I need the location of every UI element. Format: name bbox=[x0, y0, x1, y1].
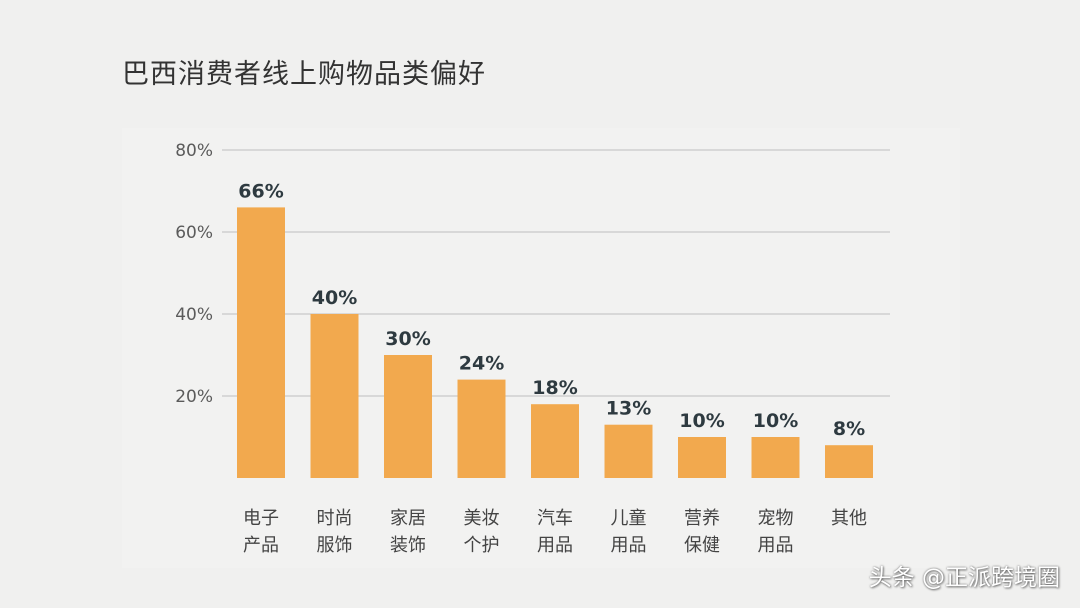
x-tick-label: 家居 bbox=[390, 508, 426, 529]
bar bbox=[604, 424, 653, 478]
x-tick-label: 用品 bbox=[758, 535, 794, 556]
value-label: 10% bbox=[679, 410, 724, 432]
x-tick-label: 用品 bbox=[611, 535, 647, 556]
x-tick-label: 美妆 bbox=[464, 508, 500, 529]
chart-title: 巴西消费者线上购物品类偏好 bbox=[122, 59, 486, 90]
x-tick-label: 用品 bbox=[537, 535, 573, 556]
x-tick-label: 保健 bbox=[684, 535, 720, 556]
x-tick-label: 产品 bbox=[243, 535, 279, 556]
x-tick-label: 宠物 bbox=[758, 508, 794, 529]
value-label: 24% bbox=[459, 353, 504, 375]
value-label: 66% bbox=[238, 180, 283, 202]
bar bbox=[237, 207, 285, 478]
value-label: 30% bbox=[385, 328, 430, 350]
value-label: 18% bbox=[532, 377, 577, 399]
x-tick-label: 个护 bbox=[464, 535, 500, 556]
x-tick-label: 营养 bbox=[684, 508, 720, 529]
bar bbox=[678, 437, 726, 478]
watermark: 头条 @正派跨境圈 bbox=[868, 565, 1060, 591]
bar bbox=[531, 404, 579, 478]
y-tick-label: 40% bbox=[175, 305, 213, 325]
bar bbox=[457, 379, 506, 478]
y-tick-label: 80% bbox=[175, 141, 213, 161]
chart-panel: 20% 40% 60% 80% 66% 电子产品 40% 时尚服饰 30% 家居装饰 24% 美妆个护… bbox=[122, 128, 960, 568]
y-tick-label: 20% bbox=[175, 387, 213, 407]
x-tick-label: 服饰 bbox=[317, 535, 353, 556]
bar bbox=[310, 314, 359, 478]
value-label: 10% bbox=[753, 410, 798, 432]
value-label: 40% bbox=[312, 287, 357, 309]
y-tick-label: 60% bbox=[175, 223, 213, 243]
x-tick-label: 装饰 bbox=[390, 535, 426, 556]
value-label: 13% bbox=[606, 398, 651, 420]
x-tick-label: 电子 bbox=[243, 508, 279, 529]
x-tick-label: 汽车 bbox=[537, 508, 573, 529]
bar bbox=[825, 445, 873, 478]
x-tick-label: 时尚 bbox=[317, 508, 353, 529]
bar bbox=[751, 437, 800, 478]
value-label: 8% bbox=[833, 418, 865, 440]
x-tick-label: 其他 bbox=[831, 508, 867, 529]
bar bbox=[384, 355, 432, 478]
x-tick-label: 儿童 bbox=[611, 508, 647, 529]
